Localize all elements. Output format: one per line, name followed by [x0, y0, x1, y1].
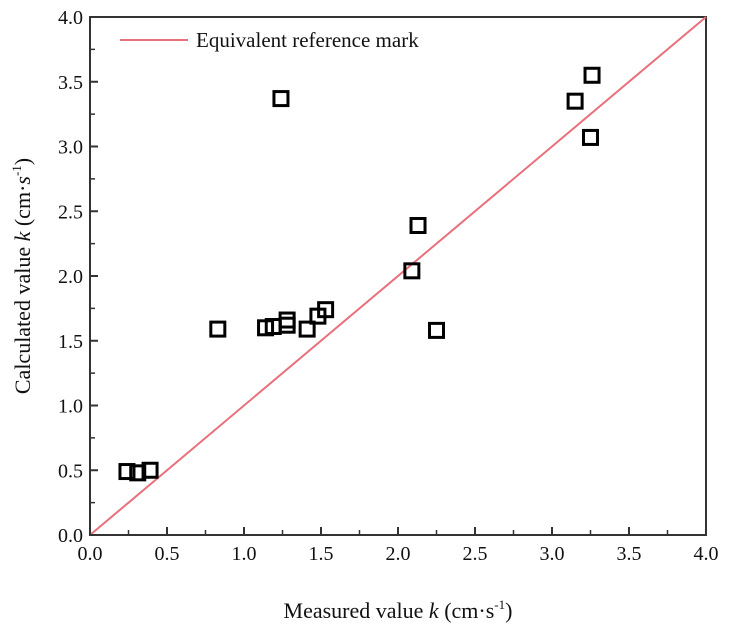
x-tick-label: 4.0: [694, 543, 719, 565]
data-point: [317, 301, 335, 319]
x-tick-label: 0.0: [78, 543, 103, 565]
x-tick-label: 3.0: [540, 543, 565, 565]
y-tick-label: 0.5: [58, 460, 83, 482]
x-tick-label: 1.5: [309, 543, 334, 565]
x-axis-title: Measured value k (cm·s-1): [284, 597, 513, 623]
data-point: [409, 216, 427, 234]
x-tick-label: 1.0: [232, 543, 257, 565]
data-point: [118, 463, 136, 481]
data-point: [141, 461, 159, 479]
x-tick-label: 3.5: [617, 543, 642, 565]
y-tick-label: 1.5: [58, 331, 83, 353]
data-point: [428, 321, 445, 339]
y-tick-label: 2.0: [58, 266, 83, 288]
x-tick-label: 0.5: [155, 543, 180, 565]
data-point: [403, 262, 421, 280]
data-point: [209, 320, 227, 338]
data-point: [278, 316, 296, 334]
legend: Equivalent reference mark: [120, 28, 419, 52]
y-tick-label: 3.0: [58, 137, 83, 159]
reference-line: [89, 16, 707, 536]
data-point: [566, 92, 584, 110]
data-point: [298, 320, 316, 338]
y-tick-label: 0.0: [58, 525, 83, 547]
data-point: [129, 464, 147, 482]
data-point: [272, 90, 290, 108]
data-point: [582, 128, 599, 146]
y-axis-title: Calculated value k (cm·s-1): [9, 158, 35, 394]
y-tick-label: 3.5: [58, 72, 83, 94]
data-point: [278, 311, 296, 329]
x-tick-label: 2.5: [463, 543, 488, 565]
x-tick-label: 2.0: [386, 543, 411, 565]
y-tick-label: 1.0: [58, 396, 83, 418]
legend-label: Equivalent reference mark: [196, 28, 419, 52]
data-point: [583, 66, 601, 84]
y-tick-label: 2.5: [58, 201, 83, 223]
y-tick-label: 4.0: [58, 7, 83, 29]
